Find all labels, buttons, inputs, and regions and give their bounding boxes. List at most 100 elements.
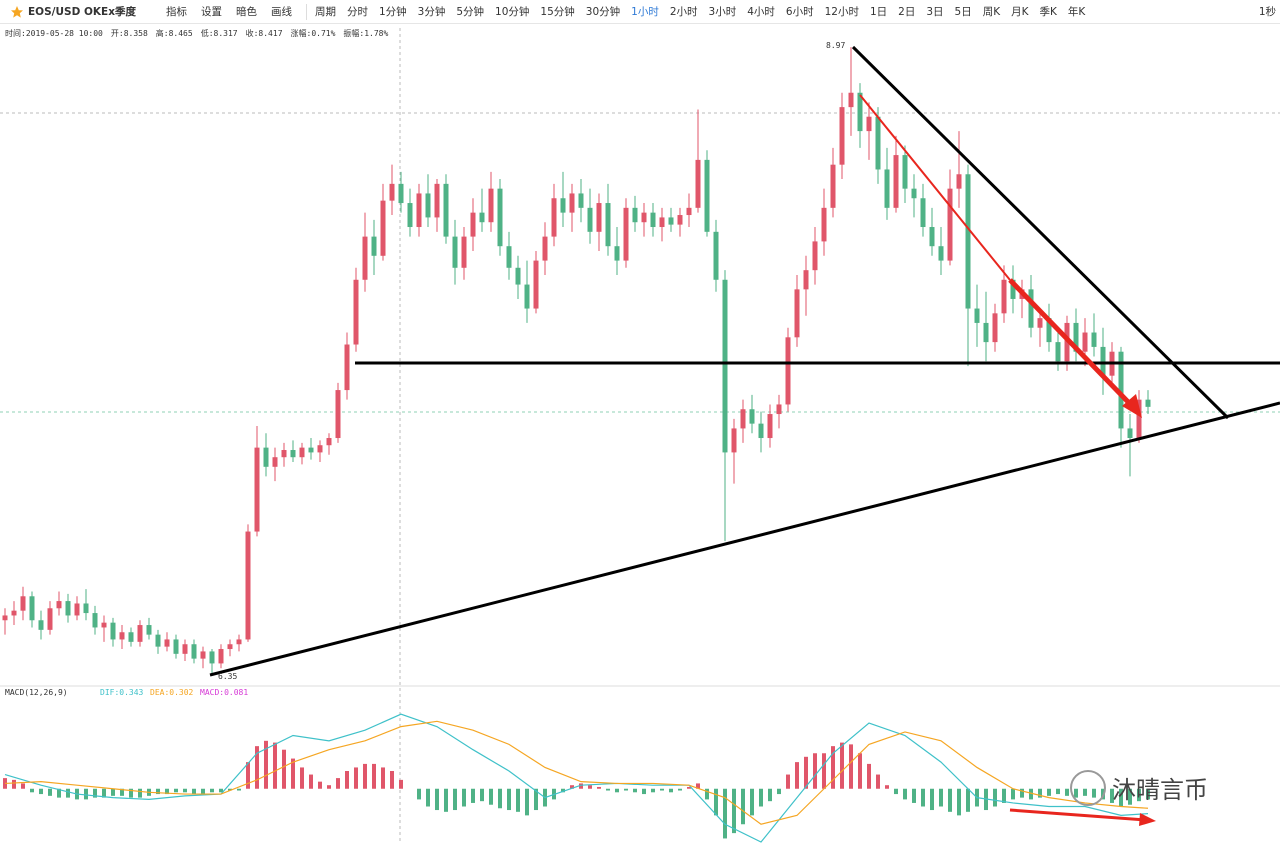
- macd-bar: [885, 785, 889, 789]
- period[interactable]: 1小时: [631, 6, 659, 18]
- candle-body: [308, 447, 314, 453]
- macd-bar: [966, 788, 970, 812]
- candle-body: [1037, 318, 1043, 328]
- candle-body: [1055, 342, 1061, 362]
- candle-body: [20, 596, 26, 611]
- candle-body: [488, 188, 494, 223]
- period[interactable]: 分时: [346, 6, 368, 18]
- macd-bar: [822, 753, 826, 789]
- macd-title: MACD(12,26,9): [5, 688, 68, 697]
- info-item: 时间:2019-05-28 10:00: [5, 29, 103, 38]
- macd-bar: [255, 746, 259, 789]
- period[interactable]: 3分钟: [417, 6, 446, 18]
- macd-bar: [840, 742, 844, 789]
- macd-bar: [264, 740, 268, 789]
- period[interactable]: 5分钟: [456, 6, 485, 18]
- period[interactable]: 12小时: [824, 6, 859, 18]
- period[interactable]: 5日: [954, 6, 972, 18]
- period[interactable]: 2小时: [669, 6, 698, 18]
- macd-line: [4, 713, 1149, 843]
- tool-button[interactable]: 暗色: [235, 6, 257, 18]
- low-label: 6.35: [218, 672, 237, 681]
- candle-body: [1073, 322, 1079, 352]
- period[interactable]: 季K: [1039, 6, 1057, 18]
- period[interactable]: 6小时: [785, 6, 814, 18]
- macd-bar: [183, 788, 187, 793]
- macd-bar: [1119, 788, 1123, 807]
- period[interactable]: 15分钟: [540, 6, 575, 18]
- macd-bar: [201, 788, 205, 795]
- macd-bar: [390, 771, 394, 789]
- symbol[interactable]: EOS/USD OKEx季度: [28, 6, 136, 18]
- info-item: 振幅:1.78%: [343, 29, 389, 38]
- macd-bar: [174, 788, 178, 793]
- macd-bar: [1047, 788, 1051, 796]
- candle-body: [911, 188, 917, 199]
- macd-bar: [21, 783, 25, 789]
- candle-body: [623, 207, 629, 261]
- macd-bar: [426, 788, 430, 807]
- info-item: 收:8.417: [245, 29, 283, 38]
- macd-bar: [993, 788, 997, 807]
- period[interactable]: 周期: [314, 6, 336, 18]
- macd-bar: [957, 788, 961, 816]
- tool-button[interactable]: 指标: [165, 6, 187, 18]
- macd-label: DEA:0.302: [150, 688, 194, 697]
- candle-body: [398, 183, 404, 204]
- candle-body: [110, 622, 116, 640]
- candle-body: [650, 212, 656, 228]
- macd-bar: [165, 788, 169, 795]
- info-line: 时间:2019-05-28 10:00 开:8.358 高:8.465 低:8.317…: [5, 28, 388, 39]
- candle-body: [38, 620, 44, 630]
- candle-body: [47, 608, 53, 630]
- period[interactable]: 30分钟: [585, 6, 621, 18]
- macd-bar: [228, 788, 232, 791]
- macd-bar: [669, 788, 673, 793]
- period[interactable]: 周K: [982, 6, 1001, 18]
- macd-bar: [1065, 788, 1069, 796]
- candle-body: [821, 207, 827, 242]
- candle-body: [245, 531, 251, 640]
- candle-body: [128, 632, 134, 642]
- arrow-head: [1122, 394, 1142, 418]
- period[interactable]: 1日: [869, 6, 888, 18]
- refresh[interactable]: 1秒: [1258, 6, 1276, 18]
- macd-bar: [660, 788, 664, 791]
- candle-body: [299, 447, 305, 458]
- period[interactable]: 4小时: [747, 6, 775, 18]
- candle-body: [857, 92, 863, 132]
- macd-bar: [48, 788, 52, 796]
- macd-bar: [687, 786, 691, 789]
- macd-bar: [948, 788, 952, 812]
- candle-body: [155, 634, 161, 647]
- macd-bar: [1137, 788, 1141, 802]
- period[interactable]: 1分钟: [378, 6, 407, 18]
- candle-body: [965, 174, 971, 309]
- period[interactable]: 10分钟: [495, 6, 530, 18]
- candle-body: [227, 644, 233, 650]
- candle-body: [443, 183, 449, 237]
- macd-bar: [156, 788, 160, 795]
- macd-bar: [336, 778, 340, 789]
- macd-bar: [291, 758, 295, 789]
- drawings: 沐晴言币: [209, 45, 1280, 826]
- candle-body: [497, 188, 503, 247]
- tool-button[interactable]: 画线: [270, 6, 292, 18]
- macd-bar: [1056, 788, 1060, 795]
- candle-body: [812, 241, 818, 271]
- period[interactable]: 2日: [898, 6, 916, 18]
- candle-body: [587, 207, 593, 232]
- period[interactable]: 3小时: [708, 6, 737, 18]
- toolbar: EOS/USD OKEx季度 指标 设置 暗色 画线 周期 分时 1分钟 3分钟 5分钟 10分…: [0, 0, 1280, 24]
- period[interactable]: 月K: [1011, 6, 1029, 18]
- tool-button[interactable]: 设置: [200, 6, 222, 18]
- candle-body: [731, 428, 737, 453]
- macd-bar: [354, 767, 358, 789]
- period-list: 周期 分时 1分钟 3分钟 5分钟 10分钟 15分钟 30分钟 1小时 2小时 3小时 4小时 6小时…: [315, 4, 1096, 19]
- info-item: 开:8.358: [110, 29, 148, 38]
- macd-bar: [516, 788, 520, 812]
- period[interactable]: 年K: [1067, 6, 1086, 18]
- candle-body: [353, 279, 359, 345]
- candle-body: [452, 236, 458, 268]
- period[interactable]: 3日: [926, 6, 944, 18]
